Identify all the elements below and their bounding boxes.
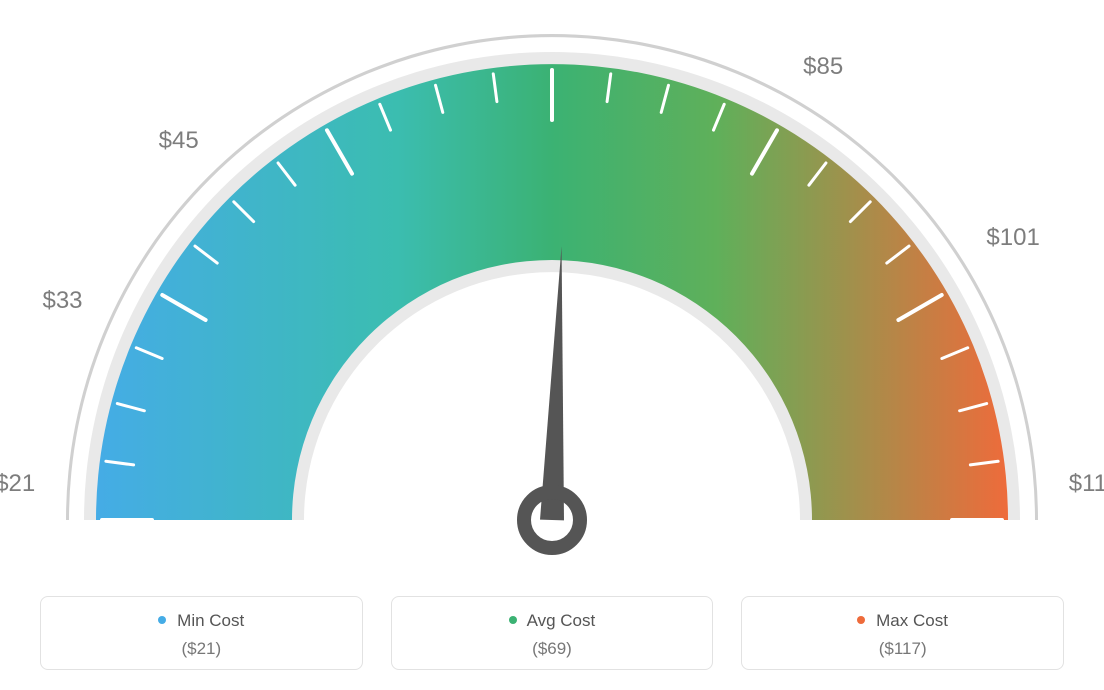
legend-card-avg: Avg Cost ($69) [391, 596, 714, 670]
dot-max-icon [857, 616, 865, 624]
scale-label: $117 [1069, 470, 1104, 498]
scale-label: $69 [532, 0, 572, 2]
legend-value-min: ($21) [51, 639, 352, 659]
legend-card-max: Max Cost ($117) [741, 596, 1064, 670]
legend-card-min: Min Cost ($21) [40, 596, 363, 670]
legend-label-max: Max Cost [876, 611, 948, 630]
legend-title-max: Max Cost [752, 611, 1053, 631]
scale-label: $33 [42, 287, 82, 315]
scale-label: $21 [0, 470, 35, 498]
scale-label: $85 [803, 53, 843, 81]
dot-avg-icon [509, 616, 517, 624]
legend-value-avg: ($69) [402, 639, 703, 659]
legend-row: Min Cost ($21) Avg Cost ($69) Max Cost (… [0, 596, 1104, 670]
legend-label-avg: Avg Cost [527, 611, 596, 630]
gauge-svg [0, 0, 1104, 560]
legend-title-min: Min Cost [51, 611, 352, 631]
scale-label: $101 [986, 224, 1039, 252]
legend-value-max: ($117) [752, 639, 1053, 659]
legend-title-avg: Avg Cost [402, 611, 703, 631]
scale-label: $45 [159, 127, 199, 155]
legend-label-min: Min Cost [177, 611, 244, 630]
dot-min-icon [158, 616, 166, 624]
cost-gauge: $21 $33 $45 $69 $85 $101 $117 [0, 0, 1104, 560]
